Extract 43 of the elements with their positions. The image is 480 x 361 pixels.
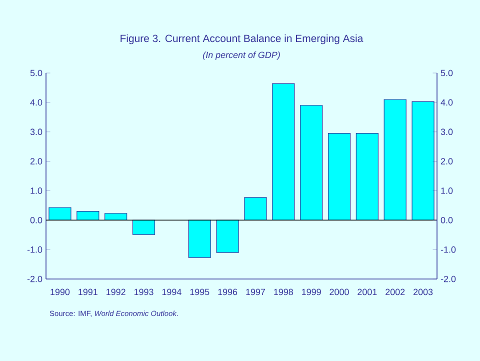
x-tick-label: 2001 (358, 288, 377, 296)
y-tick-label: 3.0 (440, 128, 453, 136)
x-tick-label: 1991 (78, 288, 98, 296)
y2-tick-label: -2.0 (27, 276, 42, 282)
bar (384, 99, 406, 220)
y-tick-label: -1.0 (440, 246, 456, 253)
y2-tick-label: 0.0 (30, 216, 42, 224)
bar (216, 220, 239, 253)
y2-tick-label: 1.0 (30, 188, 42, 194)
x-tick-label: 1998 (274, 288, 293, 296)
y2-tick-label: 2.0 (30, 158, 42, 164)
bar (300, 105, 323, 220)
y2-tick-label: 4.0 (30, 99, 42, 106)
bar (272, 83, 295, 220)
x-tick-label: 1992 (106, 288, 126, 296)
x-tick-label: 1999 (302, 288, 321, 296)
bar (188, 220, 211, 258)
x-tick-label: 1994 (162, 288, 182, 296)
x-tick-label: 1993 (134, 288, 154, 296)
x-tick-label: 1996 (218, 288, 238, 296)
y-tick-label: -2.0 (440, 276, 456, 282)
y2-tick-label: 5.0 (30, 70, 42, 76)
y-tick-label: 1.0 (441, 188, 453, 194)
bar (328, 133, 351, 220)
bar (244, 197, 267, 220)
bar (48, 207, 72, 220)
bar (356, 133, 378, 220)
x-tick-label: 1990 (50, 288, 70, 296)
y-tick-label: 5.0 (440, 70, 453, 76)
y2-tick-label: 3.0 (30, 128, 42, 136)
chart-title: Figure 3. Current Account Balance in Emerging Asia (120, 34, 364, 44)
y-tick-label: 0.0 (440, 216, 453, 224)
bar (132, 220, 156, 235)
bar (76, 211, 100, 220)
y-tick-label: 4.0 (440, 99, 453, 106)
x-tick-label: 2002 (386, 288, 405, 296)
chart-subtitle: (In percent of GDP) (203, 52, 280, 60)
y-tick-label: 2.0 (440, 158, 453, 164)
x-tick-label: 2003 (414, 288, 433, 296)
x-tick-label: 1997 (246, 288, 265, 296)
x-tick-label: 1995 (190, 288, 210, 296)
x-tick-label: 2000 (330, 288, 349, 296)
y2-tick-label: -1.0 (27, 246, 42, 253)
